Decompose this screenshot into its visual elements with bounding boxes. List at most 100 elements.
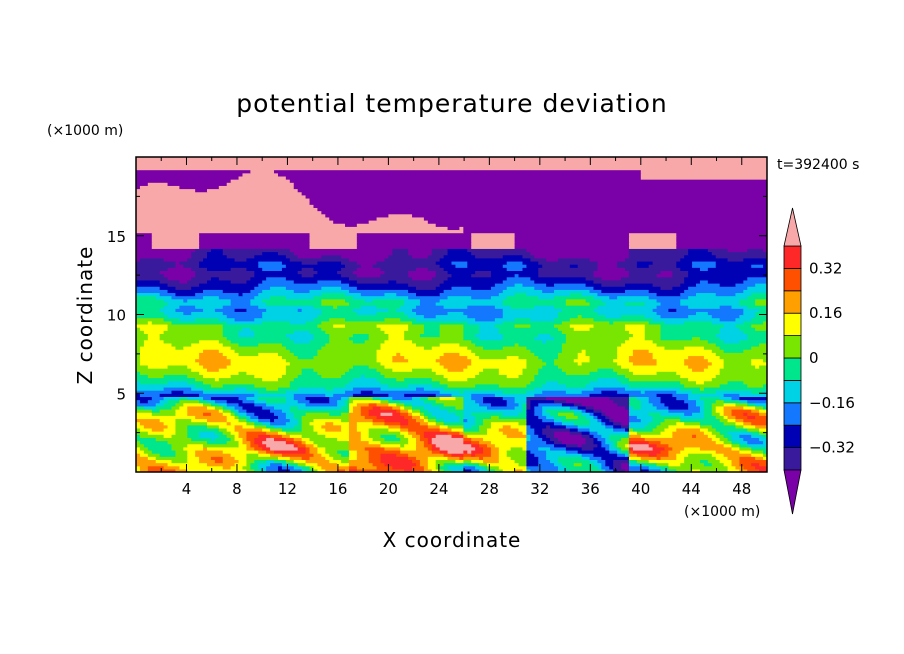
contour-cell — [427, 267, 445, 271]
contour-cell — [471, 339, 543, 344]
contour-cell — [400, 424, 429, 429]
contour-cell — [684, 254, 717, 259]
contour-cell — [502, 279, 535, 284]
contour-cell — [341, 427, 350, 432]
contour-cell — [680, 301, 740, 306]
contour-cell — [345, 371, 382, 375]
contour-cell — [380, 371, 437, 375]
contour-cell — [297, 188, 767, 193]
contour-cell — [376, 260, 437, 265]
contour-cell — [755, 364, 760, 369]
contour-cell — [455, 405, 464, 410]
contour-cell — [538, 456, 547, 460]
contour-cell — [226, 364, 287, 369]
contour-cell — [412, 308, 504, 312]
contour-cell — [293, 185, 767, 190]
contour-cell — [356, 232, 472, 237]
contour-cell — [743, 405, 756, 410]
contour-cell — [743, 257, 767, 262]
contour-cell — [408, 412, 413, 416]
contour-cell — [593, 386, 626, 391]
contour-cell — [601, 390, 618, 394]
contour-cell — [763, 264, 767, 268]
contour-cell — [739, 468, 748, 472]
contour-cell — [435, 270, 449, 275]
contour-cell — [321, 308, 354, 312]
contour-cell — [526, 424, 531, 429]
contour-cell — [329, 412, 342, 416]
contour-cell — [325, 386, 334, 391]
contour-cell — [313, 204, 767, 208]
contour-cell — [218, 377, 263, 382]
contour-cell — [281, 427, 303, 432]
contour-cell — [136, 301, 169, 306]
contour-cell — [605, 412, 630, 416]
contour-cell — [526, 364, 543, 369]
contour-cell — [755, 311, 767, 316]
contour-cell — [348, 276, 413, 281]
contour-cell — [167, 276, 192, 281]
contour-cell — [258, 352, 279, 357]
contour-cell — [640, 418, 654, 423]
contour-cell — [289, 257, 350, 262]
contour-cell — [530, 437, 543, 442]
contour-cell — [703, 346, 721, 350]
contour-cell — [739, 456, 756, 460]
contour-cell — [281, 434, 291, 438]
contour-cell — [408, 327, 425, 331]
contour-cell — [617, 295, 650, 300]
contour-cell — [400, 421, 409, 426]
contour-cell — [384, 418, 409, 423]
contour-cell — [644, 327, 662, 331]
contour-cell — [258, 390, 287, 394]
contour-cell — [542, 289, 555, 294]
contour-cell — [250, 169, 275, 174]
contour-cell — [285, 421, 299, 426]
contour-cell — [136, 383, 196, 388]
contour-cell — [309, 399, 330, 404]
contour-cell — [668, 443, 725, 448]
contour-cell — [352, 386, 382, 391]
contour-cell — [471, 273, 492, 278]
contour-cell — [297, 254, 322, 259]
contour-cell — [305, 449, 311, 454]
contour-cell — [175, 264, 184, 268]
contour-cell — [490, 415, 500, 420]
contour-cell — [396, 352, 401, 357]
contour-cell — [628, 358, 658, 363]
contour-cell — [136, 305, 165, 309]
contour-cell — [400, 399, 425, 404]
contour-cell — [727, 257, 744, 262]
contour-cell — [628, 465, 650, 470]
contour-cell — [136, 226, 449, 231]
contour-cell — [301, 368, 315, 372]
contour-cell — [609, 437, 622, 442]
contour-cell — [593, 323, 626, 328]
contour-cell — [526, 346, 563, 350]
contour-cell — [368, 412, 382, 416]
contour-cell — [719, 412, 725, 416]
contour-cell — [195, 273, 255, 278]
contour-cell — [266, 424, 275, 429]
contour-cell — [463, 421, 476, 426]
contour-cell — [601, 462, 606, 467]
contour-cell — [475, 333, 504, 338]
contour-cell — [557, 459, 591, 464]
contour-cell — [652, 283, 681, 287]
contour-cell — [542, 364, 559, 369]
contour-cell — [613, 462, 622, 467]
contour-cell — [621, 364, 689, 369]
contour-cell — [143, 330, 165, 334]
contour-cell — [297, 399, 311, 404]
contour-cell — [628, 402, 642, 407]
contour-cell — [270, 418, 275, 423]
contour-cell — [593, 434, 602, 438]
contour-cell — [230, 358, 287, 363]
contour-cell — [471, 251, 531, 256]
contour-cell — [136, 317, 165, 322]
contour-cell — [739, 440, 748, 445]
contour-cell — [136, 248, 196, 253]
contour-cell — [648, 468, 662, 472]
contour-cell — [199, 355, 228, 360]
contour-cell — [250, 301, 267, 306]
